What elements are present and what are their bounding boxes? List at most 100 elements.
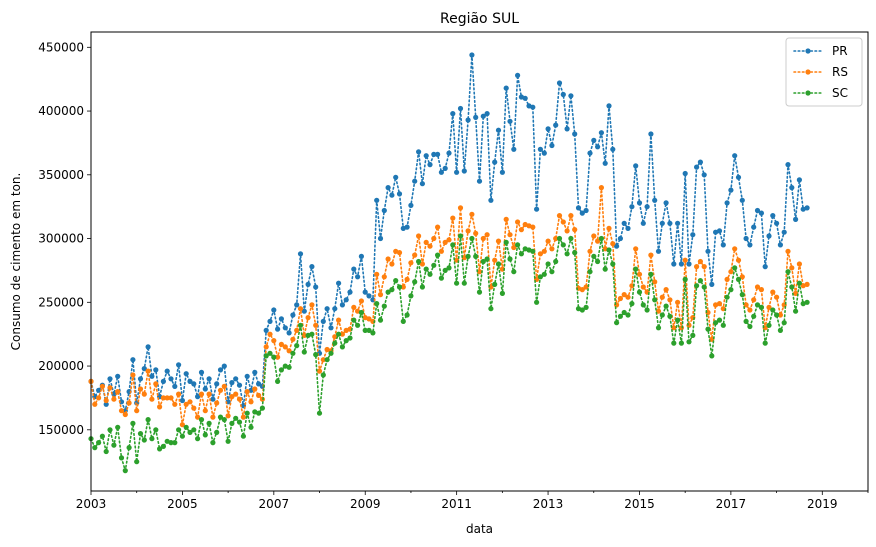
data-point xyxy=(793,308,799,314)
data-point xyxy=(564,251,570,257)
data-point xyxy=(320,372,326,378)
data-point xyxy=(610,261,616,267)
data-point xyxy=(636,200,643,206)
data-point xyxy=(351,317,357,323)
data-point xyxy=(766,322,772,328)
data-point xyxy=(789,185,795,191)
data-point xyxy=(503,239,509,245)
data-point xyxy=(751,297,757,303)
data-point xyxy=(633,266,639,272)
data-point xyxy=(187,429,193,435)
data-point xyxy=(694,164,700,170)
data-point xyxy=(469,211,475,217)
data-point xyxy=(534,299,540,305)
data-point xyxy=(111,396,117,402)
data-point xyxy=(412,252,418,258)
data-point xyxy=(659,220,665,226)
data-point xyxy=(328,350,334,356)
data-point xyxy=(92,445,98,451)
data-point xyxy=(187,378,193,384)
data-point xyxy=(431,151,437,157)
data-point xyxy=(99,433,105,439)
data-point xyxy=(278,341,284,347)
data-point xyxy=(602,266,608,272)
data-point xyxy=(423,266,429,272)
data-point xyxy=(754,284,761,290)
data-point xyxy=(324,306,330,312)
data-point xyxy=(198,417,205,423)
data-point xyxy=(396,284,403,290)
data-point xyxy=(168,376,174,382)
x-tick-label: 2005 xyxy=(167,497,198,511)
data-point xyxy=(271,338,277,344)
data-point xyxy=(347,289,353,295)
data-point xyxy=(747,323,753,330)
data-point xyxy=(358,309,364,316)
data-point xyxy=(198,391,205,397)
data-point xyxy=(263,353,269,359)
data-point xyxy=(282,344,288,350)
data-point xyxy=(176,362,182,368)
data-point xyxy=(732,153,738,159)
data-point xyxy=(663,303,669,309)
data-point xyxy=(602,160,608,166)
x-axis-label: data xyxy=(466,522,493,536)
data-point xyxy=(96,395,102,401)
data-point xyxy=(454,280,460,286)
data-point xyxy=(301,349,307,355)
data-point xyxy=(644,307,650,313)
data-point xyxy=(564,126,570,132)
data-point xyxy=(781,320,787,326)
data-point xyxy=(747,242,753,248)
data-point xyxy=(793,290,799,296)
data-point xyxy=(416,258,422,265)
x-tick-label: 2015 xyxy=(624,497,655,511)
data-point xyxy=(263,327,269,333)
data-point xyxy=(644,204,650,210)
data-point xyxy=(221,363,227,369)
legend-marker xyxy=(805,90,811,96)
data-point xyxy=(598,130,605,136)
data-point xyxy=(564,228,570,234)
data-point xyxy=(240,414,246,420)
y-tick-label: 200000 xyxy=(38,359,84,373)
data-point xyxy=(107,385,113,391)
data-point xyxy=(377,317,384,323)
data-point xyxy=(408,202,414,208)
data-point xyxy=(606,225,612,231)
data-point xyxy=(286,348,292,354)
data-point xyxy=(221,417,227,423)
data-point xyxy=(705,248,711,254)
data-point xyxy=(739,197,745,203)
data-point xyxy=(511,244,517,251)
data-point xyxy=(484,111,490,117)
data-point xyxy=(583,304,589,310)
data-point xyxy=(339,331,345,337)
data-point xyxy=(103,397,109,404)
data-point xyxy=(176,427,182,433)
data-point xyxy=(716,228,723,234)
data-point xyxy=(400,284,406,290)
data-point xyxy=(770,213,776,219)
data-point xyxy=(633,246,639,252)
data-point xyxy=(438,169,444,175)
data-point xyxy=(648,271,654,277)
data-point xyxy=(804,205,810,211)
data-point xyxy=(598,185,605,191)
data-point xyxy=(774,312,780,318)
data-point xyxy=(179,433,185,439)
data-point xyxy=(236,396,243,402)
data-point xyxy=(480,235,486,242)
data-point xyxy=(587,269,593,275)
data-point xyxy=(412,178,418,184)
data-point xyxy=(419,181,425,187)
data-point xyxy=(507,232,513,238)
data-point xyxy=(168,395,174,401)
data-point xyxy=(648,252,654,258)
data-point xyxy=(122,468,128,474)
legend-label: SC xyxy=(832,86,848,100)
data-point xyxy=(492,159,498,165)
data-point xyxy=(503,216,509,222)
data-point xyxy=(682,276,688,282)
data-point xyxy=(221,383,227,389)
